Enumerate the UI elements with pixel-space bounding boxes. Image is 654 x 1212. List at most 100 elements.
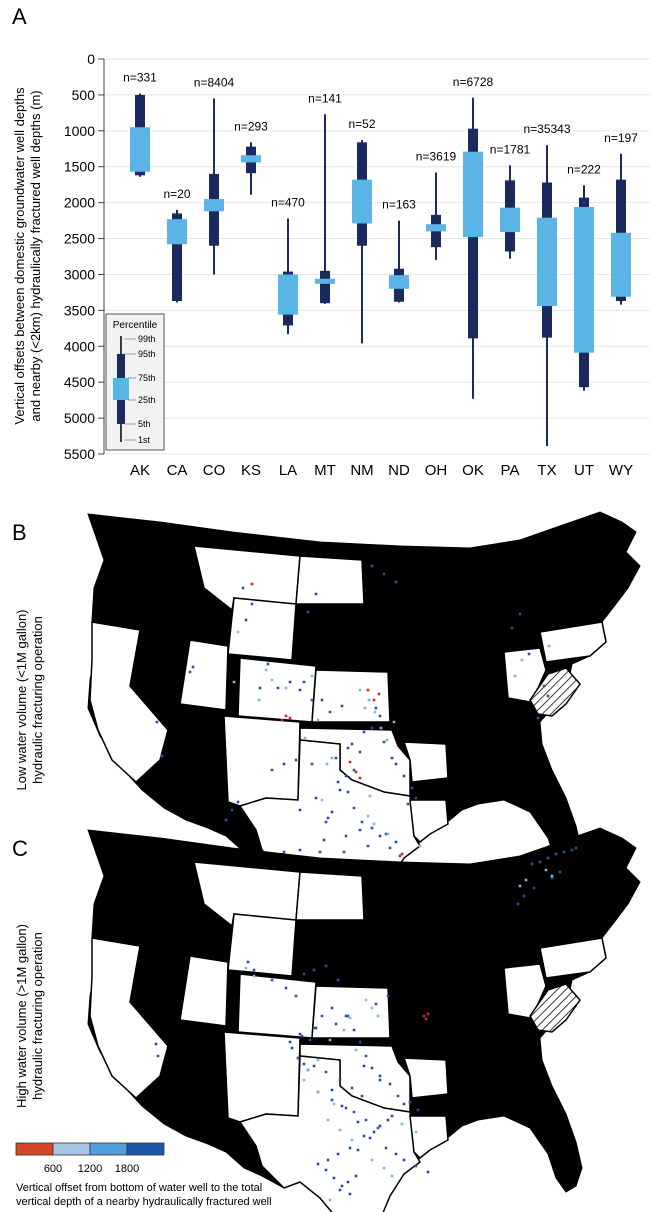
map-c-point-1-17 xyxy=(328,1198,332,1202)
map-b-point-0-75 xyxy=(388,846,392,850)
map-b-point-0-90 xyxy=(244,618,248,622)
map-b-point-0-59 xyxy=(230,808,234,812)
map-b-point-0-35 xyxy=(322,838,326,842)
map-c-point-0-67 xyxy=(426,1170,430,1174)
count-label-KS: n=293 xyxy=(234,119,268,133)
count-label-OH: n=3619 xyxy=(416,149,457,163)
map-b-point-0-1 xyxy=(155,720,159,724)
map-c-point-0-45 xyxy=(402,1102,406,1106)
map-b-point-0-39 xyxy=(366,844,370,848)
map-b-y-title-line1: Low water volume (<1M gallon) xyxy=(14,610,29,791)
map-c-point-0-46 xyxy=(360,1094,364,1098)
scale-swatch-3 xyxy=(89,1142,128,1156)
map-c-point-0-74 xyxy=(538,860,542,864)
box-25-75-NM xyxy=(352,179,372,224)
map-c-point-0-48 xyxy=(338,1078,342,1082)
map-b-point-1-4 xyxy=(358,688,362,692)
map-c-point-0-7 xyxy=(252,968,256,972)
chart-a-y-axis-title-line2: and nearby (<2km) hydraulically fracture… xyxy=(28,90,43,421)
map-c-point-1-19 xyxy=(316,1090,320,1094)
scale-tick-600: 600 xyxy=(44,1163,62,1175)
map-b-point-0-5 xyxy=(266,662,270,666)
map-b-point-1-26 xyxy=(236,630,240,634)
map-c-point-1-8 xyxy=(306,1068,310,1072)
map-c-point-0-23 xyxy=(364,1054,368,1058)
y-tick-label-3500: 3500 xyxy=(64,302,95,318)
map-b-point-0-84 xyxy=(536,716,540,720)
map-b-point-0-31 xyxy=(352,768,356,772)
map-b-point-0-30 xyxy=(344,774,348,778)
map-b-point-0-18 xyxy=(362,730,366,734)
map-c-point-0-62 xyxy=(356,1120,360,1124)
map-b-point-0-26 xyxy=(410,786,414,790)
x-tick-label-LA: LA xyxy=(279,462,297,479)
map-b-point-1-28 xyxy=(547,644,551,648)
map-c-point-0-25 xyxy=(378,1074,382,1078)
map-b-point-1-21 xyxy=(264,668,268,672)
map-b-point-1-3 xyxy=(367,698,371,702)
map-b-point-0-56 xyxy=(326,816,330,820)
y-tick-label-4000: 4000 xyxy=(64,338,95,354)
map-b-point-0-38 xyxy=(358,828,362,832)
map-b-point-0-11 xyxy=(320,698,324,702)
map-c-point-0-13 xyxy=(324,964,328,968)
map-b-point-0-54 xyxy=(298,808,302,812)
scale-tick-1200: 1200 xyxy=(78,1163,102,1175)
map-c-point-0-55 xyxy=(372,1130,376,1134)
map-b-point-0-21 xyxy=(378,714,382,718)
map-b-point-0-89 xyxy=(250,602,254,606)
map-c-point-0-38 xyxy=(332,1176,336,1180)
map-b-point-0-73 xyxy=(370,826,374,830)
map-c-point-0-78 xyxy=(570,848,574,852)
panel-a-letter: A xyxy=(12,4,27,29)
map-c-point-0-9 xyxy=(284,986,288,990)
map-c-point-0-61 xyxy=(344,1106,348,1110)
map-b-point-0-25 xyxy=(402,774,406,778)
panel-b-letter: B xyxy=(12,520,27,545)
legend-label-95: 95th xyxy=(138,349,156,359)
map-b-point-1-25 xyxy=(284,686,288,690)
map-c-point-0-29 xyxy=(416,1108,420,1112)
map-c-point-0-32 xyxy=(362,1134,366,1138)
map-b-point-1-29 xyxy=(520,658,524,662)
map-c-point-1-1 xyxy=(370,1006,374,1010)
box-25-75-UT xyxy=(574,206,594,353)
legend-label-5: 5th xyxy=(138,419,151,429)
map-b-point-0-72 xyxy=(360,820,364,824)
map-c-point-2-2 xyxy=(424,1017,428,1021)
chart-a-counts: n=331 n=20 n=8404 n=293 n=470 n=141 n=52 n=163 n… xyxy=(123,70,638,211)
map-c-point-0-17 xyxy=(314,1026,318,1030)
map-b-point-0-57 xyxy=(344,834,348,838)
map-c-point-0-1 xyxy=(156,1054,160,1058)
map-b-point-0-83 xyxy=(546,694,550,698)
x-tick-label-MT: MT xyxy=(314,462,336,479)
map-c-point-2-1 xyxy=(426,1012,430,1016)
map-b-point-1-10 xyxy=(303,736,307,740)
map-b-point-1-5 xyxy=(363,706,367,710)
range-5-95-CA xyxy=(172,213,182,302)
map-c-point-0-68 xyxy=(362,1064,366,1068)
scale-swatch-4 xyxy=(126,1142,165,1156)
map-b-point-0-19 xyxy=(370,726,374,730)
map-c-point-0-49 xyxy=(324,1070,328,1074)
map-c-point-0-70 xyxy=(354,1174,358,1178)
map-b-point-0-60 xyxy=(224,818,228,822)
map-b-point-0-51 xyxy=(294,758,298,762)
map-c-point-1-14 xyxy=(400,1122,404,1126)
map-c-point-0-39 xyxy=(340,1184,344,1188)
y-tick-label-1500: 1500 xyxy=(64,159,95,175)
map-c-point-0-72 xyxy=(338,1188,342,1192)
chart-a-x-axis: AK CA CO KS LA MT NM ND OH OK PA TX UT WY xyxy=(130,462,633,479)
map-b-point-2-1 xyxy=(288,716,292,720)
map-c-point-0-75 xyxy=(546,856,550,860)
x-tick-label-WY: WY xyxy=(609,462,633,479)
map-c-point-0-85 xyxy=(386,994,390,998)
map-b-point-1-23 xyxy=(257,698,261,702)
map-b-point-0-17 xyxy=(358,750,362,754)
box-25-75-OH xyxy=(426,224,446,232)
count-label-AK: n=331 xyxy=(123,70,157,84)
map-c-point-0-51 xyxy=(330,1088,334,1092)
map-c-point-0-22 xyxy=(358,1040,362,1044)
scale-caption-line1: Vertical offset from bottom of water wel… xyxy=(16,1182,262,1194)
y-tick-label-0: 0 xyxy=(87,51,95,67)
